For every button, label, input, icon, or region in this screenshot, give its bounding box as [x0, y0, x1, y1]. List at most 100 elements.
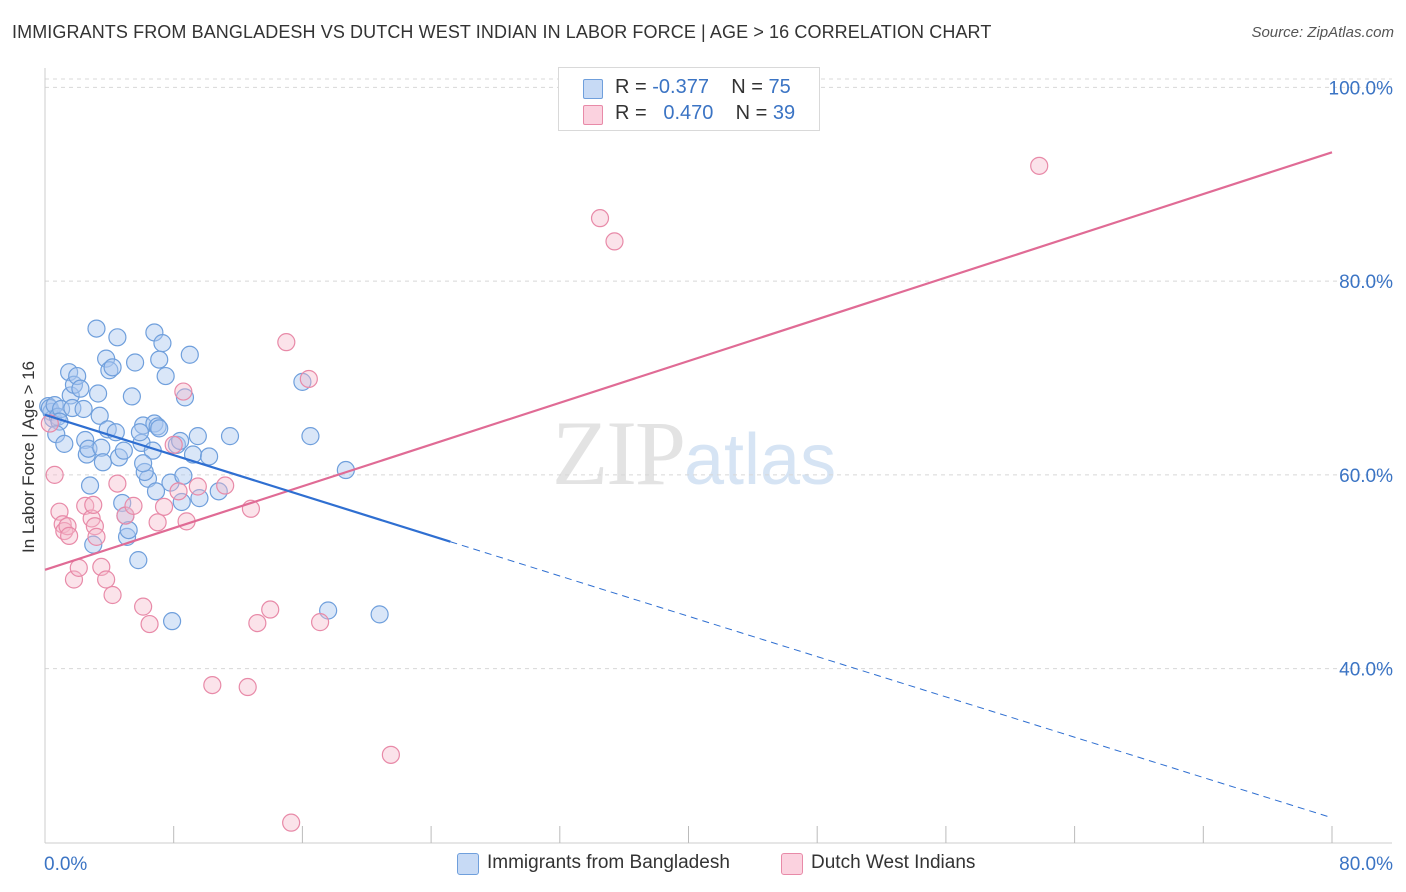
- point-bangladesh: [103, 358, 122, 377]
- point-dutch-west-indian: [238, 677, 257, 697]
- legend-swatch-pink: [781, 853, 803, 875]
- point-bangladesh: [79, 439, 98, 458]
- point-dutch-west-indian: [169, 482, 188, 501]
- point-dutch-west-indian: [40, 414, 59, 433]
- chart-title: IMMIGRANTS FROM BANGLADESH VS DUTCH WEST…: [12, 22, 992, 42]
- series-legend: Immigrants from Bangladesh Dutch West In…: [0, 850, 1406, 880]
- point-dutch-west-indian: [108, 474, 127, 493]
- n-label: N =: [735, 102, 773, 124]
- point-bangladesh: [370, 605, 389, 624]
- watermark-zip: ZIP: [552, 402, 686, 504]
- legend-swatch-blue: [457, 853, 479, 875]
- point-dutch-west-indian: [64, 570, 84, 589]
- y-tick-label: 40.0%: [1339, 660, 1393, 681]
- point-bangladesh: [93, 453, 113, 472]
- n-value-dutch-west-indian: 39: [772, 102, 796, 124]
- point-dutch-west-indian: [140, 614, 159, 634]
- point-bangladesh: [188, 427, 207, 446]
- point-dutch-west-indian: [154, 497, 174, 516]
- point-bangladesh: [190, 489, 209, 508]
- point-dutch-west-indian: [148, 513, 167, 532]
- point-bangladesh: [119, 520, 138, 540]
- x-tick-label-min: 0.0%: [44, 854, 87, 875]
- point-dutch-west-indian: [124, 496, 143, 515]
- trend-line-dutch-west-indian: [44, 151, 1333, 571]
- point-bangladesh: [150, 350, 169, 369]
- tick-labels: 40.0% 60.0% 80.0% 100.0% 0.0% 80.0%: [44, 78, 1393, 875]
- point-bangladesh: [92, 438, 111, 457]
- legend-label-dutch-west-indian: Dutch West Indians: [811, 852, 976, 873]
- point-bangladesh: [114, 441, 133, 460]
- trend-line-bangladesh: [44, 413, 451, 543]
- source-credit: Source: ZipAtlas.com: [1251, 24, 1394, 41]
- correlation-legend: R = -0.377 N = 75 R = 0.470 N = 39: [558, 67, 820, 131]
- y-tick-label: 80.0%: [1339, 272, 1393, 293]
- point-bangladesh: [90, 406, 109, 425]
- point-bangladesh: [162, 612, 182, 631]
- point-bangladesh: [122, 387, 141, 406]
- point-dutch-west-indian: [310, 613, 330, 632]
- legend-label-bangladesh: Immigrants from Bangladesh: [487, 852, 730, 873]
- point-bangladesh: [87, 319, 106, 338]
- point-dutch-west-indian: [216, 476, 235, 495]
- point-bangladesh: [156, 366, 175, 386]
- point-dutch-west-indian: [174, 382, 193, 401]
- point-bangladesh: [100, 361, 119, 380]
- point-dutch-west-indian: [134, 597, 153, 616]
- point-dutch-west-indian: [299, 369, 318, 389]
- point-dutch-west-indian: [261, 600, 280, 619]
- point-bangladesh: [199, 447, 219, 466]
- n-value-bangladesh: 75: [768, 76, 791, 98]
- point-bangladesh: [74, 399, 93, 419]
- point-bangladesh: [125, 353, 145, 372]
- point-bangladesh: [153, 334, 172, 353]
- point-dutch-west-indian: [277, 333, 296, 352]
- point-dutch-west-indian: [164, 435, 183, 454]
- point-bangladesh: [180, 345, 199, 364]
- point-dutch-west-indian: [188, 477, 207, 496]
- y-tick-label: 60.0%: [1339, 466, 1393, 487]
- point-dutch-west-indian: [381, 745, 400, 764]
- point-dutch-west-indian: [45, 465, 64, 484]
- point-bangladesh: [80, 476, 100, 495]
- point-bangladesh: [150, 419, 169, 438]
- n-label: N =: [731, 76, 769, 98]
- point-dutch-west-indian: [1030, 156, 1049, 175]
- point-bangladesh: [134, 454, 153, 473]
- point-bangladesh: [146, 482, 166, 501]
- y-axis-label: In Labor Force | Age > 16: [19, 361, 38, 553]
- x-tick-label-max: 80.0%: [1339, 854, 1393, 875]
- point-dutch-west-indian: [97, 570, 116, 589]
- watermark: ZIPatlas: [552, 400, 836, 506]
- point-dutch-west-indian: [103, 585, 122, 605]
- point-bangladesh: [55, 434, 74, 453]
- r-label: R =: [615, 102, 653, 124]
- trend-lines: [44, 151, 1333, 819]
- point-dutch-west-indian: [248, 613, 267, 633]
- point-dutch-west-indian: [590, 209, 610, 228]
- point-bangladesh: [71, 379, 90, 398]
- point-dutch-west-indian: [84, 495, 103, 515]
- point-bangladesh: [129, 551, 148, 570]
- point-bangladesh: [108, 328, 127, 347]
- axes: [44, 68, 1392, 844]
- trend-line-bangladesh-extension: [450, 541, 1333, 819]
- gridlines: [45, 78, 1392, 670]
- point-bangladesh: [220, 427, 240, 446]
- point-bangladesh: [174, 466, 193, 485]
- point-dutch-west-indian: [282, 813, 301, 832]
- y-tick-label: 100.0%: [1329, 78, 1394, 99]
- point-bangladesh: [172, 492, 191, 512]
- series-dutch-west-indian-points: [40, 156, 1049, 832]
- point-bangladesh: [130, 423, 150, 442]
- series-bangladesh-points: [39, 319, 389, 631]
- legend-swatch-blue: [583, 79, 603, 99]
- r-label: R =: [615, 76, 653, 98]
- point-dutch-west-indian: [203, 675, 222, 695]
- point-dutch-west-indian: [605, 232, 624, 251]
- point-dutch-west-indian: [87, 527, 106, 546]
- point-dutch-west-indian: [60, 526, 79, 546]
- r-value-bangladesh: -0.377: [652, 76, 709, 98]
- r-value-dutch-west-indian: 0.470: [663, 102, 714, 124]
